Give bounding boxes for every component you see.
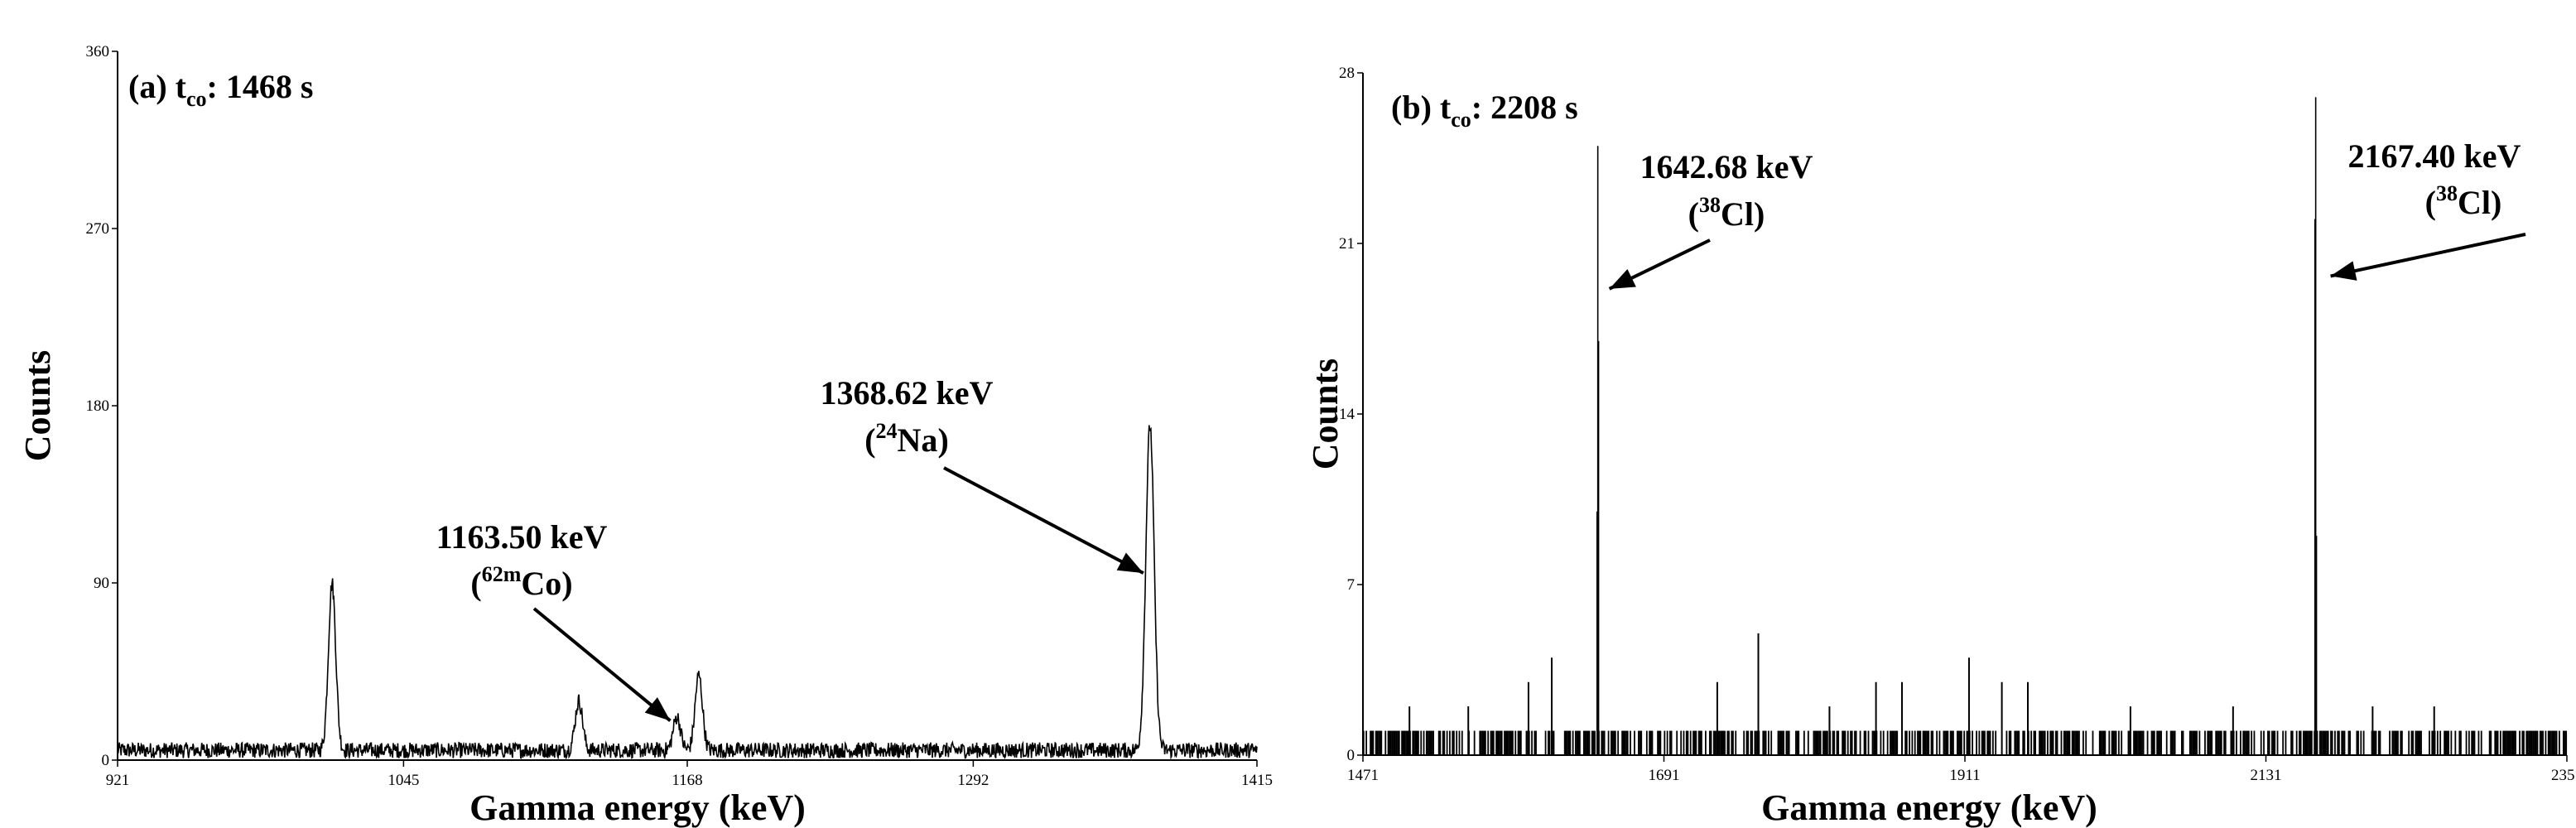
x-tick-label-a: 1045 bbox=[388, 772, 419, 789]
x-tick-label-b: 2131 bbox=[2251, 767, 2282, 784]
arrow-cl38-1642-head bbox=[1609, 268, 1636, 289]
annotation-nuclide-na24: (24Na) bbox=[864, 419, 949, 459]
arrow-cl38-2167-shaft bbox=[2330, 233, 2526, 278]
annotation-energy-cl38-1642: 1642.68 keV bbox=[1640, 148, 1813, 185]
panel-label-a: (a) tco: 1468 s bbox=[128, 68, 313, 111]
annotation-cl38-1642: 1642.68 keV (38Cl) bbox=[1640, 148, 1813, 233]
arrow-na24-shaft bbox=[943, 466, 1144, 575]
y-tick-label-a: 0 bbox=[102, 752, 110, 769]
y-tick-label-b: 14 bbox=[1339, 406, 1355, 423]
x-tick-label-a: 921 bbox=[106, 772, 130, 789]
arrow-co62m-shaft bbox=[532, 607, 672, 722]
annotation-cl38-2167: 2167.40 keV (38Cl) bbox=[2348, 137, 2521, 221]
y-tick-label-b: 7 bbox=[1347, 576, 1355, 594]
x-tick-label-a: 1415 bbox=[1241, 772, 1273, 789]
y-axis-title-b: Counts bbox=[1305, 359, 1346, 470]
spectrum-panel-a: 921 1045 1168 1292 1415 0 90 180 270 360 (a) tco:… bbox=[17, 43, 1274, 828]
plot-area-b: 1471 1691 1911 2131 2351 0 7 14 21 28 bbox=[1339, 65, 2576, 784]
y-tick-label-a: 270 bbox=[86, 220, 110, 238]
spectrum-panel-b: 1471 1691 1911 2131 2351 0 7 14 21 28 (b) tco: 22… bbox=[1305, 65, 2576, 828]
x-tick-label-a: 1168 bbox=[672, 772, 702, 789]
panel-label-b: (b) tco: 2208 s bbox=[1391, 89, 1578, 132]
x-tick-label-b: 1691 bbox=[1649, 767, 1680, 784]
annotation-co62m: 1163.50 keV (62mCo) bbox=[436, 518, 608, 602]
y-tick-label-a: 180 bbox=[86, 397, 110, 415]
plot-area-a: 921 1045 1168 1292 1415 0 90 180 270 360 bbox=[86, 43, 1274, 789]
arrow-na24-head bbox=[1116, 552, 1144, 574]
y-axis-title-a: Counts bbox=[17, 350, 58, 462]
annotation-energy-cl38-2167: 2167.40 keV bbox=[2348, 137, 2521, 175]
x-axis-title-b: Gamma energy (keV) bbox=[1761, 787, 2097, 828]
annotation-nuclide-cl38-2167: (38Cl) bbox=[2425, 181, 2502, 221]
annotation-energy-na24: 1368.62 keV bbox=[821, 374, 994, 412]
spectrum-line-a bbox=[117, 425, 1258, 760]
x-tick-label-b: 2351 bbox=[2551, 767, 2576, 784]
x-tick-label-b: 1471 bbox=[1347, 767, 1379, 784]
noise-bars-b bbox=[1362, 730, 2568, 755]
x-axis-title-a: Gamma energy (keV) bbox=[469, 787, 806, 828]
annotation-na24: 1368.62 keV (24Na) bbox=[821, 374, 994, 459]
x-tick-label-a: 1292 bbox=[957, 772, 989, 789]
annotation-nuclide-cl38-1642: (38Cl) bbox=[1688, 193, 1765, 233]
arrow-co62m-head bbox=[644, 697, 671, 721]
y-tick-label-b: 28 bbox=[1339, 65, 1355, 82]
arrow-cl38-2167-head bbox=[2330, 261, 2357, 281]
y-tick-label-b: 0 bbox=[1347, 747, 1355, 764]
y-tick-label-b: 21 bbox=[1339, 235, 1355, 253]
x-tick-label-b: 1911 bbox=[1949, 767, 1980, 784]
y-tick-label-a: 360 bbox=[86, 43, 110, 60]
annotation-energy-co62m: 1163.50 keV bbox=[436, 518, 608, 556]
annotation-nuclide-co62m: (62mCo) bbox=[470, 562, 572, 602]
y-tick-label-a: 90 bbox=[94, 575, 109, 592]
